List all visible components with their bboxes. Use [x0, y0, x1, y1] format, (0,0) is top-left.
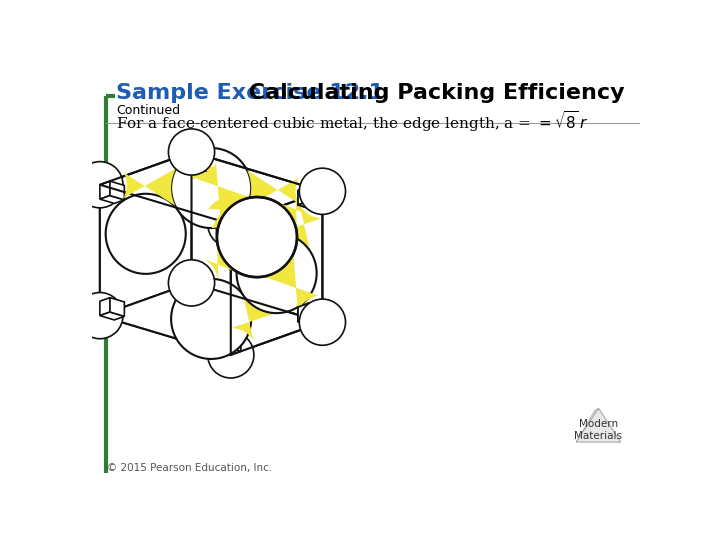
Text: © 2015 Pearson Education, Inc.: © 2015 Pearson Education, Inc.: [107, 463, 272, 473]
Polygon shape: [298, 187, 308, 205]
Polygon shape: [208, 197, 245, 228]
Circle shape: [106, 194, 186, 274]
Polygon shape: [217, 231, 241, 238]
Polygon shape: [227, 333, 241, 352]
Polygon shape: [100, 195, 125, 204]
Polygon shape: [227, 216, 241, 235]
Polygon shape: [181, 152, 192, 170]
Circle shape: [171, 148, 251, 228]
Polygon shape: [181, 283, 206, 291]
Polygon shape: [246, 170, 299, 208]
Polygon shape: [298, 303, 308, 321]
Polygon shape: [100, 152, 192, 315]
Circle shape: [237, 233, 317, 313]
Polygon shape: [196, 163, 251, 220]
Polygon shape: [308, 187, 323, 206]
Circle shape: [217, 197, 297, 277]
Polygon shape: [110, 181, 125, 200]
Polygon shape: [231, 295, 276, 340]
Polygon shape: [181, 268, 192, 287]
Text: Calculating Packing Efficiency: Calculating Packing Efficiency: [241, 83, 625, 103]
Polygon shape: [308, 303, 323, 322]
Polygon shape: [197, 164, 248, 219]
Polygon shape: [123, 168, 176, 206]
Circle shape: [300, 299, 346, 345]
Polygon shape: [308, 187, 323, 206]
Polygon shape: [238, 233, 266, 260]
Text: Sample Exercise 12.1: Sample Exercise 12.1: [117, 83, 384, 103]
Polygon shape: [192, 152, 206, 171]
Polygon shape: [181, 152, 192, 170]
Polygon shape: [264, 254, 318, 311]
Polygon shape: [100, 312, 125, 320]
Polygon shape: [298, 318, 323, 326]
Polygon shape: [217, 347, 241, 355]
Polygon shape: [181, 166, 206, 174]
Polygon shape: [298, 318, 323, 326]
Polygon shape: [277, 206, 322, 252]
Polygon shape: [576, 408, 621, 442]
Circle shape: [168, 129, 215, 175]
Polygon shape: [308, 303, 323, 322]
Polygon shape: [287, 286, 315, 313]
Polygon shape: [277, 196, 309, 230]
Polygon shape: [100, 283, 323, 355]
Polygon shape: [100, 181, 110, 199]
Polygon shape: [100, 185, 231, 355]
Polygon shape: [178, 148, 214, 179]
Circle shape: [207, 332, 254, 378]
Polygon shape: [576, 408, 598, 442]
Polygon shape: [204, 242, 239, 280]
Polygon shape: [100, 298, 110, 315]
Polygon shape: [192, 152, 206, 171]
Polygon shape: [298, 201, 323, 210]
Polygon shape: [217, 333, 227, 350]
Polygon shape: [181, 166, 206, 174]
Polygon shape: [192, 268, 206, 287]
Polygon shape: [181, 283, 206, 291]
Circle shape: [207, 201, 254, 247]
Polygon shape: [298, 201, 323, 210]
Polygon shape: [275, 194, 310, 232]
Polygon shape: [298, 187, 308, 205]
Polygon shape: [298, 303, 308, 321]
Circle shape: [171, 279, 251, 359]
Polygon shape: [266, 255, 317, 310]
Polygon shape: [110, 298, 125, 316]
Polygon shape: [181, 268, 192, 287]
Text: For a face-centered cubic metal, the edge length, a = $= \sqrt{8}\,r$: For a face-centered cubic metal, the edg…: [117, 109, 589, 134]
Polygon shape: [192, 268, 206, 287]
Polygon shape: [217, 216, 227, 234]
Text: Modern
Materials: Modern Materials: [575, 419, 623, 441]
Circle shape: [77, 293, 123, 339]
Circle shape: [125, 230, 205, 310]
Polygon shape: [205, 244, 237, 278]
Circle shape: [77, 161, 123, 208]
Text: Continued: Continued: [117, 104, 181, 117]
Circle shape: [300, 168, 346, 214]
Circle shape: [168, 260, 215, 306]
